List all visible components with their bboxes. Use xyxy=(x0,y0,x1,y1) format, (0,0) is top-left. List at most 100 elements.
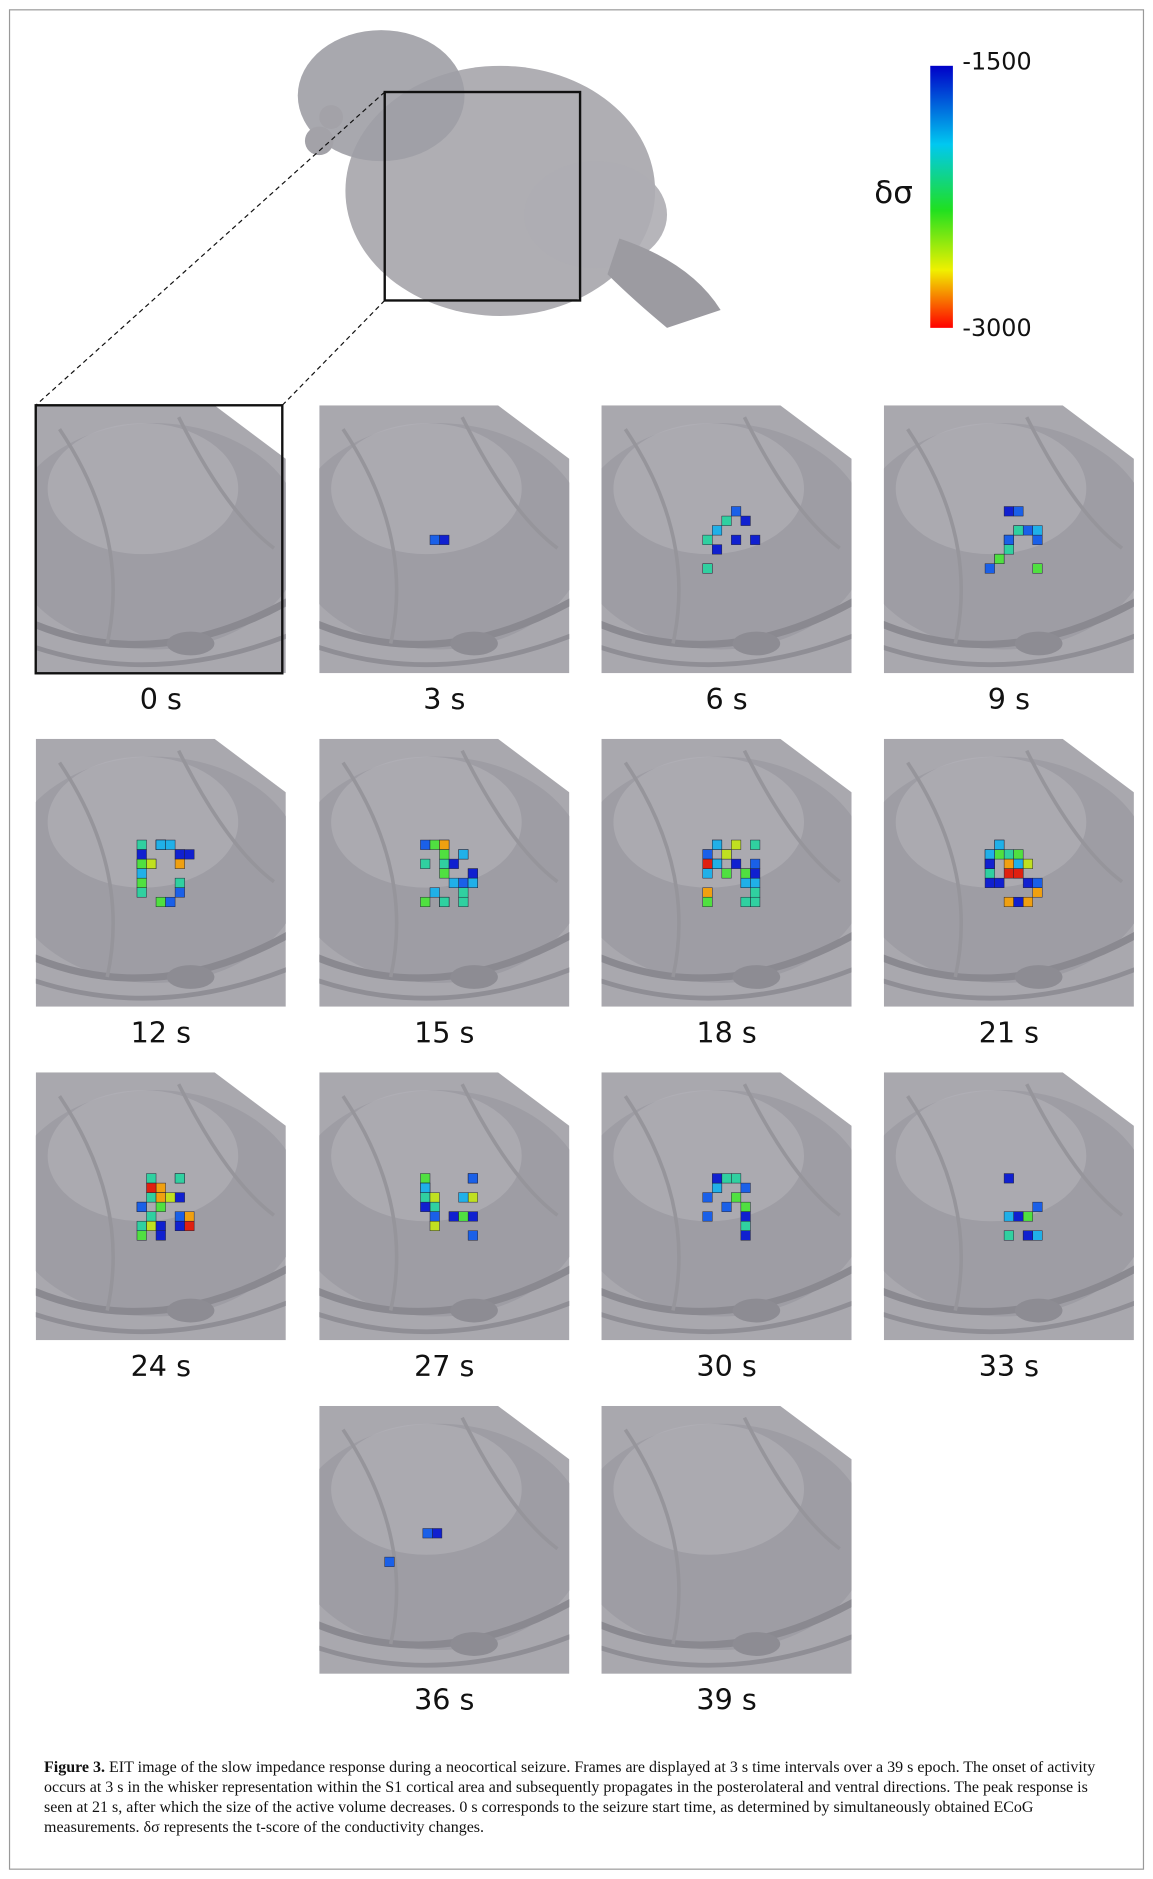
voxel xyxy=(430,535,440,545)
voxel xyxy=(1004,507,1014,517)
brain-frame xyxy=(6,405,304,673)
voxel xyxy=(420,1193,430,1203)
zoom-line xyxy=(282,300,384,405)
voxel xyxy=(175,878,185,888)
voxel xyxy=(741,878,751,888)
caption-label: Figure 3. xyxy=(44,1759,105,1776)
frame-label: 39 s xyxy=(696,1683,756,1717)
frame-label: 36 s xyxy=(414,1683,474,1717)
voxel xyxy=(722,850,732,860)
brain-frame xyxy=(572,739,870,1007)
voxel xyxy=(1004,1212,1014,1222)
page: δσ -1500 -3000 0 s3 s6 s9 s12 s15 s18 s2… xyxy=(0,0,1153,1879)
voxel xyxy=(175,888,185,898)
voxel xyxy=(156,1183,166,1193)
voxel xyxy=(722,1202,732,1212)
voxel xyxy=(741,1212,751,1222)
voxel xyxy=(703,850,713,860)
voxel xyxy=(1023,897,1033,907)
voxel xyxy=(459,1193,469,1203)
voxel xyxy=(449,878,459,888)
voxel xyxy=(1004,850,1014,860)
voxel xyxy=(995,554,1005,564)
frame-label: 24 s xyxy=(131,1349,191,1383)
voxel xyxy=(995,840,1005,850)
voxel xyxy=(722,516,732,526)
voxel xyxy=(147,859,157,869)
voxel xyxy=(420,1183,430,1193)
voxel xyxy=(712,526,722,536)
voxel xyxy=(741,1231,751,1241)
voxel xyxy=(420,1174,430,1184)
voxel xyxy=(995,878,1005,888)
voxel xyxy=(741,1202,751,1212)
voxel xyxy=(1023,526,1033,536)
voxel xyxy=(166,1193,176,1203)
voxel xyxy=(750,878,760,888)
voxel xyxy=(137,840,147,850)
voxel xyxy=(459,897,469,907)
caption-text: EIT image of the slow impedance response… xyxy=(44,1759,1095,1836)
voxel xyxy=(147,1212,157,1222)
voxel xyxy=(137,859,147,869)
voxel xyxy=(750,869,760,879)
voxel xyxy=(712,545,722,555)
voxel xyxy=(430,888,440,898)
voxel xyxy=(712,840,722,850)
voxel xyxy=(750,859,760,869)
frame-label: 0 s xyxy=(140,682,182,716)
voxel xyxy=(731,535,741,545)
voxel xyxy=(166,840,176,850)
voxel xyxy=(156,1231,166,1241)
voxel xyxy=(985,859,995,869)
voxel xyxy=(1014,526,1024,536)
voxel xyxy=(1014,1212,1024,1222)
frame-label: 27 s xyxy=(414,1349,474,1383)
voxel xyxy=(703,535,713,545)
voxel xyxy=(430,1193,440,1203)
voxel xyxy=(137,878,147,888)
voxel xyxy=(1004,1174,1014,1184)
voxel xyxy=(420,897,430,907)
voxel xyxy=(420,859,430,869)
voxel xyxy=(741,1183,751,1193)
voxel xyxy=(137,850,147,860)
voxel xyxy=(1014,869,1024,879)
voxel xyxy=(440,869,450,879)
brain-frame xyxy=(572,1072,870,1340)
zoom-line xyxy=(36,92,385,405)
voxel xyxy=(1004,1231,1014,1241)
voxel xyxy=(1033,535,1043,545)
voxel xyxy=(985,850,995,860)
voxel xyxy=(430,1212,440,1222)
voxel xyxy=(468,1231,478,1241)
voxel xyxy=(985,564,995,574)
voxel xyxy=(731,840,741,850)
voxel xyxy=(137,1231,147,1241)
voxel xyxy=(1033,564,1043,574)
voxel xyxy=(185,1221,195,1231)
voxel xyxy=(468,869,478,879)
voxel xyxy=(750,535,760,545)
voxel xyxy=(1004,897,1014,907)
voxel xyxy=(1014,859,1024,869)
voxel xyxy=(1014,897,1024,907)
voxel xyxy=(175,1212,185,1222)
voxel xyxy=(147,1221,157,1231)
voxel xyxy=(468,1174,478,1184)
caption: Figure 3. EIT image of the slow impedanc… xyxy=(44,1758,1119,1838)
voxel xyxy=(440,850,450,860)
voxel xyxy=(731,507,741,517)
voxel xyxy=(712,1183,722,1193)
voxel xyxy=(468,1193,478,1203)
frame-label: 18 s xyxy=(696,1016,756,1050)
voxel xyxy=(175,859,185,869)
voxel xyxy=(1023,878,1033,888)
voxel xyxy=(420,1202,430,1212)
voxel xyxy=(722,869,732,879)
voxel xyxy=(166,897,176,907)
voxel xyxy=(750,840,760,850)
brain-frame xyxy=(854,405,1152,673)
brain-frame xyxy=(289,739,587,1007)
